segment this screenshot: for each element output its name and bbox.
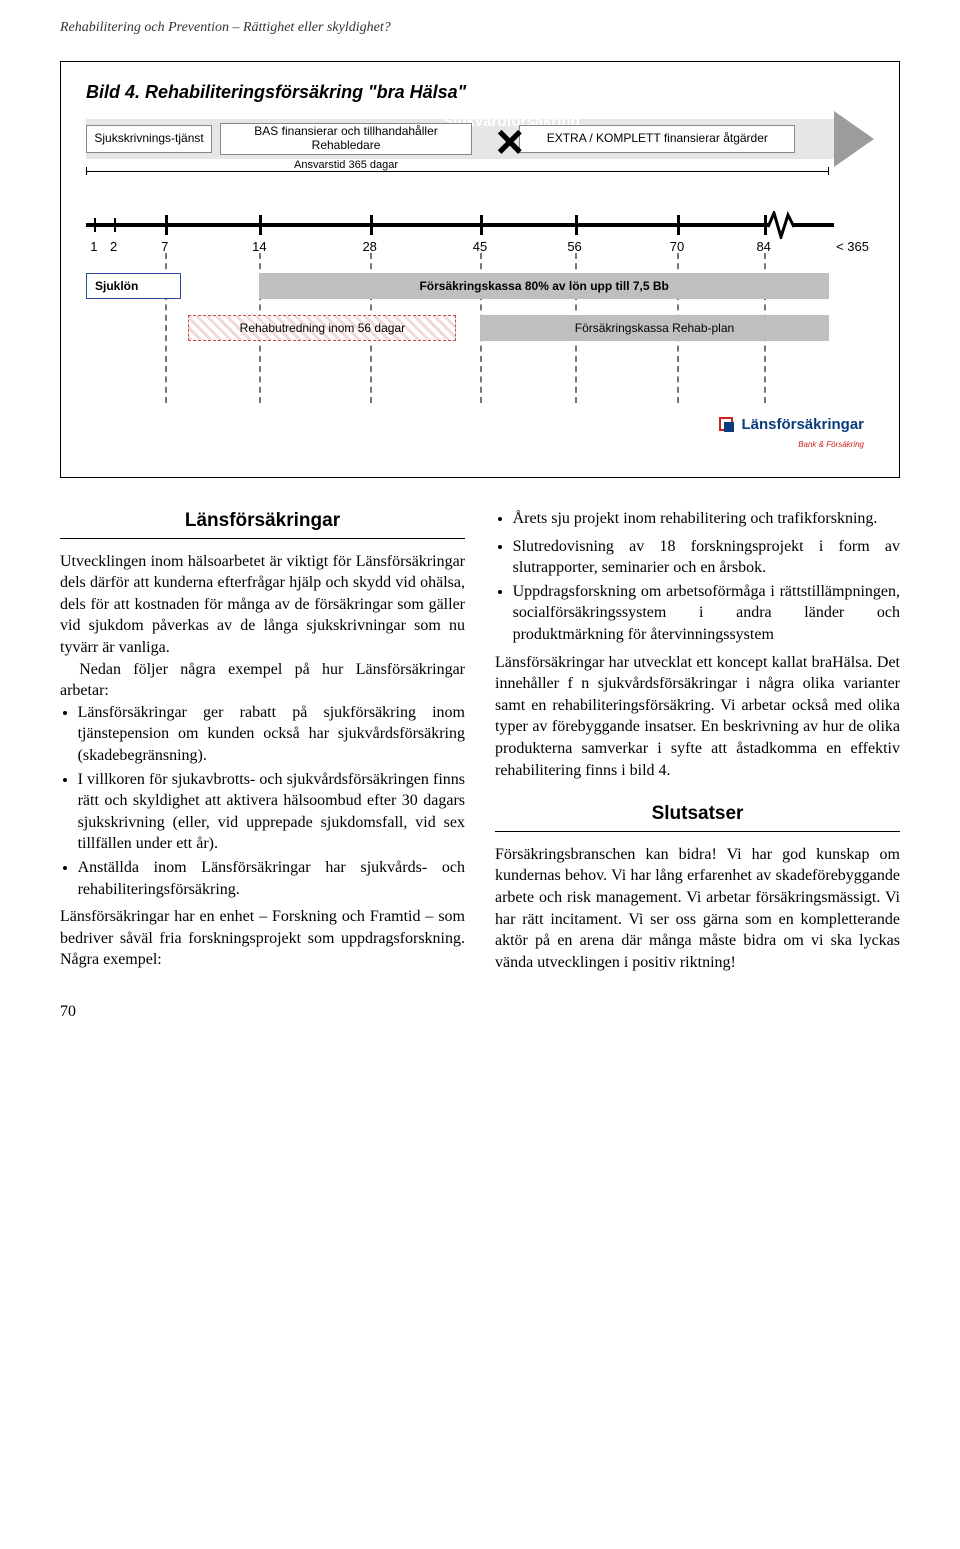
list-item: Anställda inom Länsförsäkringar har sjuk… (78, 857, 465, 900)
timeline: 12 7 14 28 45 56 70 84 < 365 (86, 209, 874, 259)
list-item: I villkoren för sjukavbrotts- och sjukvå… (78, 769, 465, 855)
para: Länsförsäkringar har en enhet – Forsknin… (60, 906, 465, 971)
bullet-list: Länsförsäkringar ger rabatt på sjukförsä… (60, 702, 465, 900)
bar-rehabutredning: Rehabutredning inom 56 dagar (188, 315, 456, 341)
page-number: 70 (60, 1003, 960, 1021)
timeline-tick (764, 215, 767, 235)
bar-fk-rehabplan: Försäkringskassa Rehab-plan (480, 315, 829, 341)
list-item: Slutredovisning av 18 forskningsprojekt … (513, 536, 900, 579)
timeline-tick (114, 218, 116, 232)
timeline-tick-label: 7 (161, 239, 168, 254)
para: Utvecklingen inom hälsoarbetet är viktig… (60, 551, 465, 659)
timeline-tick (370, 215, 373, 235)
list-item: Uppdragsforskning om arbetsoförmåga i rä… (513, 581, 900, 646)
bullet-list: Slutredovisning av 18 forskningsprojekt … (495, 536, 900, 646)
para: Försäkringsbranschen kan bidra! Vi har g… (495, 844, 900, 974)
lf-logo: Länsförsäkringar Bank & Försäkring (86, 415, 874, 452)
process-step-left-label: Sjukskrivnings-tjänst (91, 132, 207, 146)
timeline-tick-label: 56 (567, 239, 581, 254)
axis-break-icon (768, 211, 794, 239)
timeline-tick (165, 215, 168, 235)
para: Nedan följer några exempel på hur Länsfö… (60, 659, 465, 702)
process-step-mid-line1: BAS finansierar och tillhandahåller (225, 125, 467, 139)
timeline-axis (86, 223, 834, 227)
lf-logo-icon (719, 417, 733, 431)
timeline-tick (575, 215, 578, 235)
bullet-list: Årets sju projekt inom rehabilitering oc… (495, 508, 900, 530)
figure-bild4: Bild 4. Rehabiliteringsförsäkring "bra H… (60, 61, 900, 478)
para: Länsförsäkringar har utvecklat ett konce… (495, 652, 900, 782)
body-text: Länsförsäkringar Utvecklingen inom hälso… (60, 508, 900, 973)
process-step-right-label: EXTRA / KOMPLETT finansierar åtgärder (524, 132, 790, 146)
time-range-tick-l (86, 167, 87, 175)
timeline-tick-label: 28 (362, 239, 376, 254)
process-step-right: EXTRA / KOMPLETT finansierar åtgärder (519, 125, 795, 153)
time-range-tick-r (828, 167, 829, 175)
section-heading-lf: Länsförsäkringar (60, 508, 465, 539)
cross-icon: × (496, 115, 524, 170)
timeline-tick (259, 215, 262, 235)
bar-fk80: Försäkringskassa 80% av lön upp till 7,5… (259, 273, 829, 299)
section-heading-slutsatser: Slutsatser (495, 801, 900, 832)
time-range-line (86, 171, 829, 172)
process-step-left: Sjukskrivnings-tjänst (86, 125, 212, 153)
timeline-tick-label: 2 (110, 239, 117, 254)
timeline-tick-label: 45 (473, 239, 487, 254)
figure-title: Bild 4. Rehabiliteringsförsäkring "bra H… (86, 82, 874, 103)
timeline-tick-label: 84 (756, 239, 770, 254)
timeline-tick-label: 14 (252, 239, 266, 254)
timeline-tick-label: 1 (90, 239, 97, 254)
process-sublabel: Ansvarstid 365 dagar (220, 159, 472, 171)
bar-sjuklon: Sjuklön (86, 273, 181, 299)
running-header: Rehabilitering och Prevention – Rättighe… (0, 0, 960, 46)
timeline-end-label: < 365 (836, 239, 869, 254)
timeline-tick (480, 215, 483, 235)
process-step-mid-line2: Rehabledare (225, 139, 467, 153)
timeline-tick (677, 215, 680, 235)
timeline-bars-area: Sjuklön Försäkringskassa 80% av lön upp … (86, 259, 874, 409)
process-step-mid: BAS finansierar och tillhandahåller Reha… (220, 123, 472, 155)
process-arrow: Sjukvårdförsäkring Sjukskrivnings-tjänst… (86, 117, 874, 203)
timeline-tick (94, 218, 96, 232)
lf-logo-main: Länsförsäkringar (741, 416, 864, 433)
lf-logo-sub: Bank & Försäkring (798, 440, 864, 449)
list-item: Länsförsäkringar ger rabatt på sjukförsä… (78, 702, 465, 767)
list-item: Årets sju projekt inom rehabilitering oc… (513, 508, 900, 530)
arrow-head-icon (834, 111, 874, 167)
timeline-tick-label: 70 (670, 239, 684, 254)
